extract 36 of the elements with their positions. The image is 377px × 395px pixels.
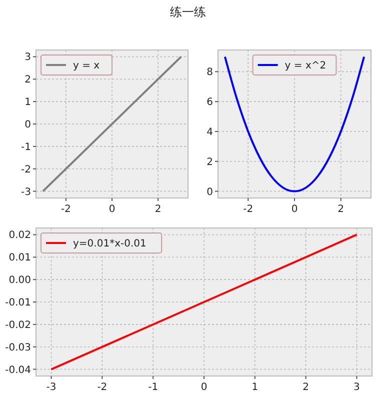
y-tick-label: 1 bbox=[24, 97, 31, 108]
x-tick-label: 0 bbox=[291, 204, 298, 215]
y-tick-label: -0.01 bbox=[5, 298, 31, 308]
x-tick-label: 2 bbox=[302, 382, 310, 393]
chart-title: 练一练 bbox=[170, 5, 206, 19]
y-tick-label: 0.01 bbox=[8, 252, 31, 264]
legend-label: y = x bbox=[73, 60, 100, 72]
x-tick-label: -2 bbox=[97, 382, 108, 393]
y-tick-label: -0.04 bbox=[5, 364, 31, 376]
x-tick-label: 0 bbox=[108, 204, 116, 215]
y-tick-label: 4 bbox=[206, 126, 213, 138]
y-tick-label: 2 bbox=[206, 156, 213, 168]
y-tick-label: -0.03 bbox=[5, 342, 31, 354]
y-tick-label: 8 bbox=[206, 67, 213, 78]
y-tick-label: 2 bbox=[24, 74, 31, 86]
y-tick-label: 3 bbox=[24, 52, 31, 64]
y-tick-label: -1 bbox=[21, 142, 31, 153]
legend-label: y=0.01*x-0.01 bbox=[73, 238, 146, 250]
legend-label: y = x^2 bbox=[284, 60, 326, 72]
y-tick-label: -0.02 bbox=[5, 320, 31, 331]
x-tick-label: -2 bbox=[243, 204, 254, 215]
y-tick-label: 0 bbox=[24, 120, 31, 130]
x-tick-label: 2 bbox=[338, 204, 344, 215]
y-tick-label: 0.02 bbox=[8, 230, 31, 242]
y-tick-label: -2 bbox=[21, 164, 31, 176]
y-tick-label: 6 bbox=[206, 97, 213, 108]
x-tick-label: 1 bbox=[252, 382, 258, 393]
x-tick-label: 3 bbox=[354, 382, 360, 393]
y-tick-label: 0 bbox=[206, 186, 213, 198]
x-tick-label: -3 bbox=[46, 382, 56, 393]
x-tick-label: -1 bbox=[148, 382, 158, 393]
x-tick-label: 2 bbox=[154, 204, 162, 215]
y-tick-label: -3 bbox=[21, 186, 31, 198]
line-series bbox=[224, 56, 366, 192]
x-tick-label: -2 bbox=[60, 204, 71, 215]
y-tick-label: 0.00 bbox=[8, 275, 31, 286]
